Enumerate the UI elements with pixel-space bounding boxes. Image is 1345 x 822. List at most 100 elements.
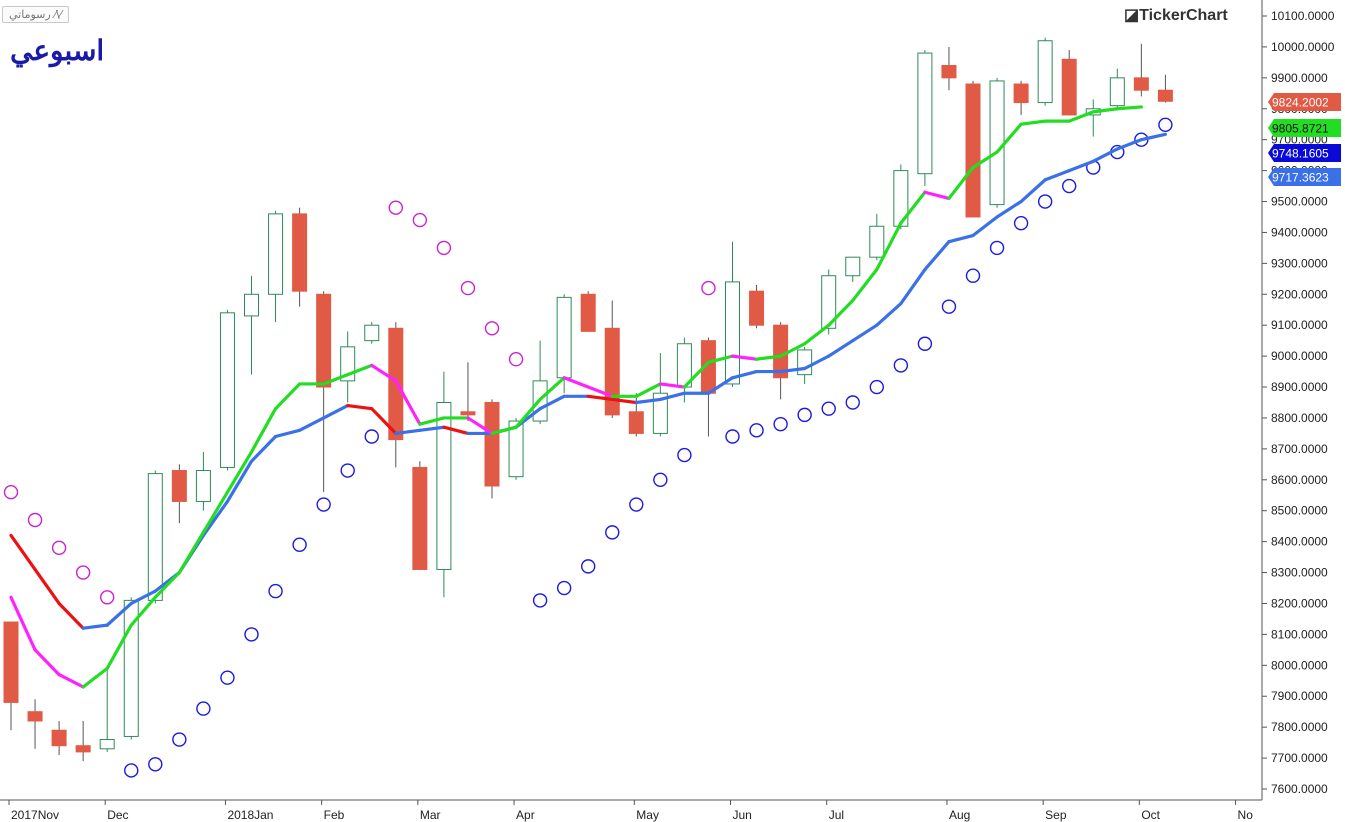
drawings-badge[interactable]: رسوماتي ⁄\⁄ xyxy=(2,6,69,23)
candle-down xyxy=(292,207,308,307)
y-tick-label: 8800.0000 xyxy=(1271,411,1328,425)
candle-down xyxy=(604,300,620,418)
candle-up xyxy=(893,164,909,230)
fast-moving-average-segment xyxy=(201,490,230,534)
sar-point-bear xyxy=(412,212,428,228)
sar-point-bear xyxy=(460,280,476,296)
candle-down xyxy=(965,80,981,218)
slow-moving-average-segment xyxy=(33,567,61,606)
fast-moving-average-segment xyxy=(1019,119,1047,126)
slow-moving-average-segment xyxy=(971,215,999,238)
slow-moving-average-segment xyxy=(1067,159,1095,173)
candle-body xyxy=(845,256,861,277)
sar-point-bear xyxy=(484,321,500,336)
sar-point-bull xyxy=(268,583,283,599)
sar-point-bull xyxy=(148,757,163,772)
candle-body xyxy=(51,729,67,747)
candle-down xyxy=(941,46,957,91)
candle-up xyxy=(845,256,861,282)
slow-moving-average-segment xyxy=(899,267,927,306)
x-tick-label: Dec xyxy=(107,808,128,822)
candle-up xyxy=(244,275,259,375)
candle-body xyxy=(1133,77,1149,91)
slow-moving-average-segment xyxy=(851,323,879,343)
fast-moving-average-segment xyxy=(634,382,662,398)
fast-moving-average-segment xyxy=(730,354,759,361)
candle-body xyxy=(292,213,308,292)
fast-moving-average-segment xyxy=(418,416,446,426)
price-tag-box xyxy=(1268,93,1341,111)
drawing-line-icon: ⁄\⁄ xyxy=(54,8,62,21)
y-tick-label: 9100.0000 xyxy=(1271,318,1328,332)
sar-point-bear xyxy=(75,565,91,580)
candle-body xyxy=(1037,40,1053,104)
candle-down xyxy=(700,337,716,437)
fast-moving-average-segment xyxy=(9,595,37,652)
slow-moving-average-segment xyxy=(730,369,759,380)
x-tick-label: May xyxy=(636,808,659,822)
candle-body xyxy=(99,739,115,750)
y-tick-label: 8100.0000 xyxy=(1271,627,1328,641)
sar-point-bull xyxy=(172,732,187,747)
sar-point-bull xyxy=(797,407,812,423)
slow-moving-average-segment xyxy=(249,434,278,463)
sar-point-bear xyxy=(99,590,115,605)
slow-moving-average-segment xyxy=(947,233,975,244)
slow-moving-average-segment xyxy=(298,416,326,432)
fast-moving-average-segment xyxy=(129,595,157,627)
sar-point-bull xyxy=(364,429,379,444)
sar-point-bull xyxy=(749,423,764,438)
price-tag-label: 9805.8721 xyxy=(1272,122,1329,136)
fast-moving-average-segment xyxy=(803,323,831,346)
sar-point-bull xyxy=(1013,215,1029,231)
x-tick-label: Sep xyxy=(1045,808,1067,822)
sar-point-bull xyxy=(244,627,259,642)
slow-moving-average-segment xyxy=(442,425,470,436)
y-tick-label: 8900.0000 xyxy=(1271,380,1328,394)
candle-up xyxy=(1037,37,1053,106)
x-tick-label: Mar xyxy=(420,808,441,822)
y-tick-label: 8200.0000 xyxy=(1271,596,1328,610)
drawings-badge-label: رسوماتي xyxy=(9,8,51,21)
price-tags: 9824.2002 9805.8721 9748.1605 9717.3623 xyxy=(1268,93,1341,186)
slow-moving-average-segment xyxy=(1139,132,1168,142)
x-tick-label: Jul xyxy=(829,808,844,822)
fast-moving-average-segment xyxy=(225,450,254,494)
price-tag: 9805.8721 xyxy=(1268,119,1341,137)
candle-up xyxy=(725,241,740,388)
sar-point-bull xyxy=(821,401,836,416)
x-tick-label: Apr xyxy=(516,808,535,822)
slow-moving-average-segment xyxy=(273,428,302,439)
slow-moving-average-segment xyxy=(778,366,807,374)
fast-moving-average-segment xyxy=(177,530,205,575)
slow-moving-average-segment xyxy=(322,403,350,420)
sar-point-bull xyxy=(196,701,211,716)
price-tag-label: 9824.2002 xyxy=(1272,96,1329,110)
fast-moving-average-segment xyxy=(562,376,590,389)
y-tick-label: 9300.0000 xyxy=(1271,256,1328,270)
slow-moving-average-segment xyxy=(57,601,85,630)
brand-logo: ◪TickerChart xyxy=(1124,5,1228,25)
fast-moving-average-segment xyxy=(57,672,85,689)
sar-point-bull xyxy=(653,472,668,487)
price-tag-label: 9748.1605 xyxy=(1272,147,1329,161)
y-axis-labels: 10100.000010000.00009900.00009800.000097… xyxy=(1262,9,1335,796)
y-tick-label: 10100.0000 xyxy=(1271,9,1335,23)
candle-body xyxy=(556,296,572,379)
candle-body xyxy=(316,293,332,388)
price-tag-box xyxy=(1268,168,1341,186)
price-tag-label: 9717.3623 xyxy=(1272,171,1329,185)
price-tag-box xyxy=(1268,144,1341,162)
x-tick-label: No xyxy=(1238,808,1254,822)
candle-up xyxy=(1085,99,1101,137)
candle-body xyxy=(460,411,476,416)
sar-point-bull xyxy=(773,416,788,432)
slow-moving-average-segment xyxy=(81,623,109,630)
candle-up xyxy=(195,451,211,511)
fast-moving-average-segment xyxy=(33,648,61,677)
sar-point-bull xyxy=(629,497,644,512)
candle-body xyxy=(821,275,837,329)
slow-moving-average-segment xyxy=(418,425,446,432)
sar-point-bull xyxy=(581,559,596,574)
